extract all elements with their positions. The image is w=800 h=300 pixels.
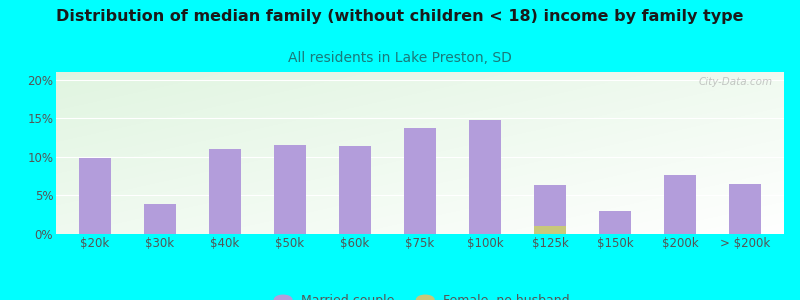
Bar xyxy=(534,226,566,234)
Bar xyxy=(598,211,631,234)
Bar xyxy=(209,149,242,234)
Text: Distribution of median family (without children < 18) income by family type: Distribution of median family (without c… xyxy=(56,9,744,24)
Bar xyxy=(144,204,176,234)
Bar xyxy=(78,158,111,234)
Bar xyxy=(404,128,436,234)
Bar xyxy=(469,120,502,234)
Text: All residents in Lake Preston, SD: All residents in Lake Preston, SD xyxy=(288,51,512,65)
Bar xyxy=(534,185,566,234)
Bar xyxy=(274,145,306,234)
Bar xyxy=(729,184,762,234)
Bar xyxy=(664,176,696,234)
Bar xyxy=(338,146,371,234)
Legend: Married couple, Female, no husband: Married couple, Female, no husband xyxy=(266,289,574,300)
Text: City-Data.com: City-Data.com xyxy=(699,77,773,87)
